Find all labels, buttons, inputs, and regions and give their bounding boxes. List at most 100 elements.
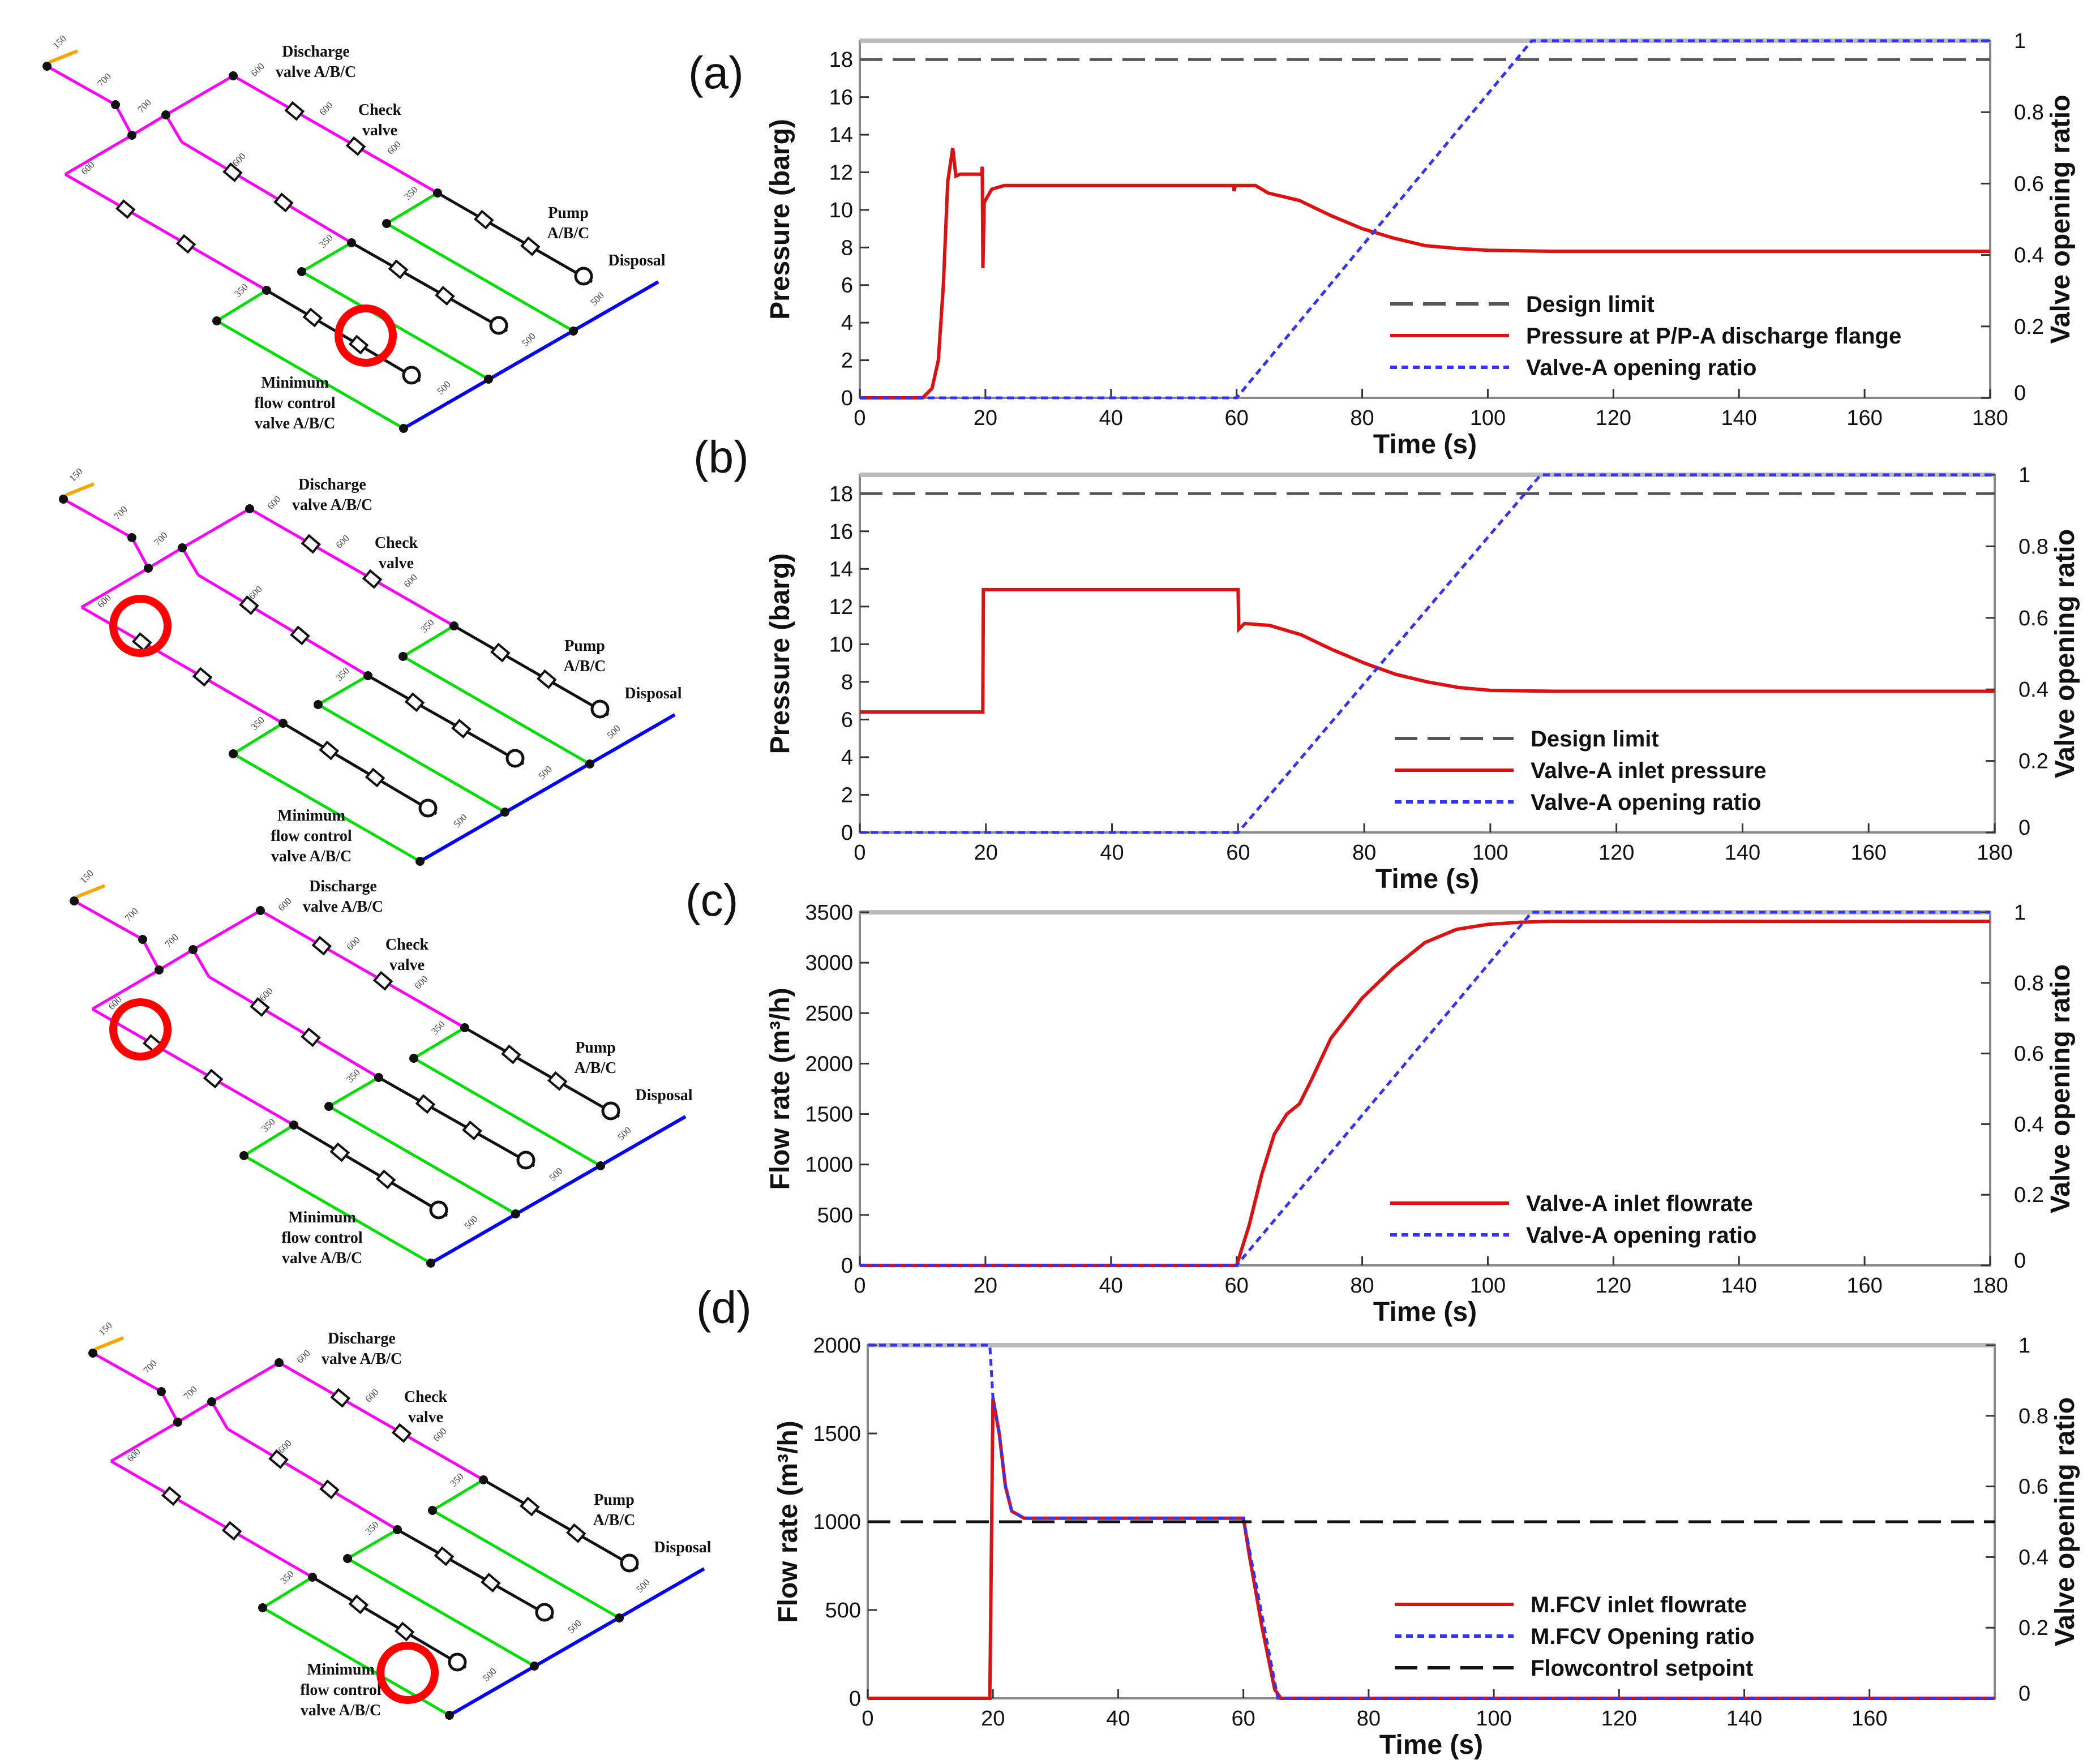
x-tick-label: 100 xyxy=(1472,841,1508,865)
plot-frame xyxy=(859,911,1991,1267)
pipe-size-label: 500 xyxy=(462,1213,479,1231)
label-min-flow-control-valve: flow control xyxy=(300,1681,382,1699)
minflow-line xyxy=(243,1154,432,1265)
legend-label: Valve-A opening ratio xyxy=(1526,355,1756,380)
pipe-size-label: 150 xyxy=(96,1320,114,1337)
pipe-size-label: 350 xyxy=(333,665,351,682)
x-tick-label: 160 xyxy=(1846,1274,1882,1298)
minflow-line xyxy=(328,1105,517,1216)
pump-icon xyxy=(418,799,438,818)
series-line-1 xyxy=(860,147,1990,400)
highlight-circle xyxy=(335,304,397,367)
pipe-node xyxy=(88,1349,97,1358)
pipe-size-label: 150 xyxy=(67,466,84,483)
x-tick-label: 100 xyxy=(1476,1707,1511,1731)
valve-icon xyxy=(330,1388,351,1408)
label-check-valve: valve xyxy=(379,555,414,572)
pipe-size-label: 350 xyxy=(248,714,266,732)
highlight-circle xyxy=(109,998,172,1061)
pump-icon xyxy=(620,1553,639,1573)
x-tick-label: 180 xyxy=(1972,406,2008,430)
x-tick-label: 80 xyxy=(1352,841,1376,865)
y2-axis-title: Valve opening ratio xyxy=(2050,529,2080,778)
valve-icon xyxy=(192,667,213,687)
y2-tick-label: 0.4 xyxy=(2014,1113,2044,1136)
legend-label: Valve-A opening ratio xyxy=(1531,790,1761,815)
minflow-line xyxy=(413,1057,602,1167)
x-tick-label: 60 xyxy=(1232,1707,1255,1731)
y2-axis-title: Valve opening ratio xyxy=(2046,964,2076,1213)
minflow-line xyxy=(216,319,405,430)
pipe-size-label: 350 xyxy=(317,232,335,250)
pipe-node xyxy=(479,1475,488,1484)
valve-icon xyxy=(250,997,270,1017)
x-tick-label: 60 xyxy=(1226,841,1250,865)
pump-icon xyxy=(516,1151,535,1170)
pump-icon xyxy=(402,366,421,385)
y2-tick-label: 0 xyxy=(2018,816,2030,840)
series-line-1 xyxy=(860,911,1990,1267)
minflow-line xyxy=(317,674,369,706)
y2-tick-label: 0 xyxy=(2018,1682,2030,1706)
y-tick-label: 2000 xyxy=(805,1052,853,1076)
y2-tick-label: 0 xyxy=(2014,381,2026,405)
pipe-node xyxy=(409,1054,418,1063)
legend-label: Valve-A inlet pressure xyxy=(1531,758,1766,783)
y-tick-label: 0 xyxy=(841,387,853,410)
valve-icon xyxy=(301,1027,321,1048)
pipe-segment xyxy=(232,74,439,195)
x-tick-label: 0 xyxy=(862,1707,873,1731)
label-disposal: Disposal xyxy=(624,685,682,702)
pipe-segment xyxy=(177,1400,213,1424)
y2-tick-label: 0.4 xyxy=(2014,244,2044,268)
pipe-node xyxy=(398,652,408,661)
pipe-node xyxy=(178,543,187,552)
disposal-line xyxy=(430,1115,687,1265)
pipe-node xyxy=(229,749,238,758)
pump-icon xyxy=(601,1101,620,1121)
y-tick-label: 10 xyxy=(829,199,853,222)
y-axis-title: Pressure (barg) xyxy=(765,553,795,754)
pipe-size-label: 700 xyxy=(95,71,113,88)
pump-line-c xyxy=(282,722,438,815)
pump-line-a xyxy=(453,624,610,716)
pipeline-diagram-b: Discharge valve A/B/C Check valve Pump A/B/C D… xyxy=(59,466,682,866)
pipe-size-label: 600 xyxy=(333,533,351,550)
x-tick-label: 140 xyxy=(1725,841,1760,865)
y-tick-label: 1500 xyxy=(805,1103,853,1127)
pump-icon xyxy=(520,1496,540,1517)
y2-tick-label: 0.6 xyxy=(2018,607,2048,630)
pump-icon xyxy=(365,767,385,788)
y-tick-label: 500 xyxy=(817,1204,853,1227)
y2-tick-label: 0 xyxy=(2014,1249,2026,1273)
pump-icon xyxy=(348,334,369,355)
pipe-segment xyxy=(181,507,251,550)
pipe-size-label: 350 xyxy=(278,1568,295,1586)
pipe-node xyxy=(399,424,408,433)
pump-icon xyxy=(404,692,425,712)
y2-tick-label: 0.8 xyxy=(2014,972,2044,995)
pipe-size-label: 700 xyxy=(135,97,153,114)
x-axis-title: Time (s) xyxy=(1379,1730,1483,1760)
pipe-node xyxy=(278,719,288,728)
pipe-segment xyxy=(130,536,150,569)
pipe-size-label: 500 xyxy=(615,1124,633,1142)
y-tick-label: 12 xyxy=(829,161,853,184)
x-tick-label: 0 xyxy=(854,406,865,430)
pipe-segment xyxy=(226,1427,398,1531)
minflow-line xyxy=(431,1478,485,1512)
valve-icon xyxy=(268,1449,289,1469)
pipe-segment xyxy=(181,140,353,244)
pump-icon xyxy=(566,1523,586,1543)
label-min-flow-control-valve: valve A/B/C xyxy=(271,848,352,865)
y-tick-label: 16 xyxy=(829,520,853,544)
pipe-node xyxy=(111,100,120,109)
x-axis-title: Time (s) xyxy=(1373,1297,1477,1327)
panel-label-d: (d) xyxy=(696,1282,752,1333)
label-discharge-valve: valve A/B/C xyxy=(276,63,356,81)
label-min-flow-control-valve: valve A/B/C xyxy=(301,1702,381,1719)
pipe-node xyxy=(449,621,458,630)
pipe-node xyxy=(382,219,391,228)
valve-icon xyxy=(161,1486,182,1506)
pipe-node xyxy=(343,1554,352,1563)
